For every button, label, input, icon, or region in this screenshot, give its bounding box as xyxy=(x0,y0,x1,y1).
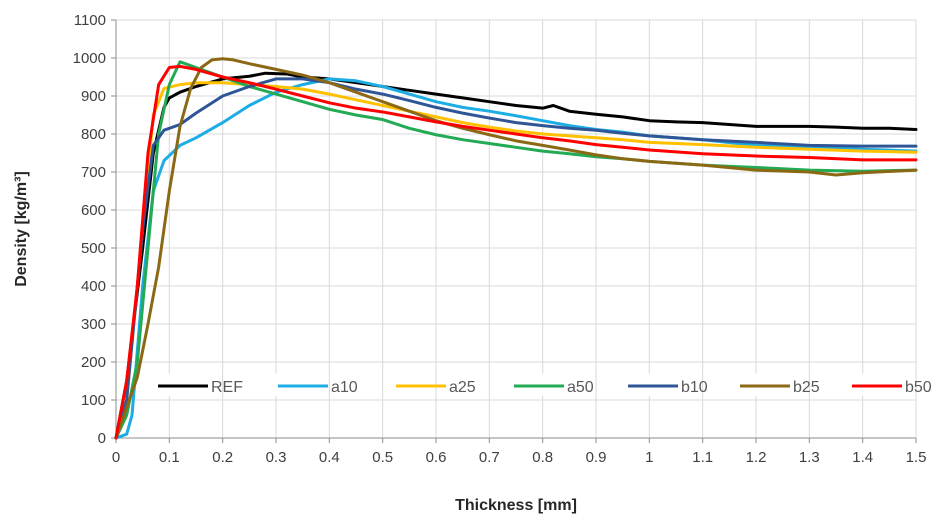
y-tick-label: 400 xyxy=(81,278,106,295)
legend-label-a10: a10 xyxy=(331,379,358,396)
y-tick-label: 600 xyxy=(81,202,106,219)
legend-label-a50: a50 xyxy=(567,379,594,396)
x-tick-label: 0.3 xyxy=(266,449,287,466)
x-tick-label: 0.5 xyxy=(372,449,393,466)
y-tick-label: 700 xyxy=(81,164,106,181)
x-tick-label: 0.9 xyxy=(586,449,607,466)
y-axis-title: Density [kg/m³] xyxy=(13,171,30,287)
x-axis-title: Thickness [mm] xyxy=(455,497,577,514)
y-tick-label: 300 xyxy=(81,316,106,333)
legend-label-b10: b10 xyxy=(681,379,708,396)
series-line-b25 xyxy=(114,57,918,440)
y-tick-label: 0 xyxy=(98,430,106,447)
x-tick-label: 1.4 xyxy=(852,449,873,466)
x-tick-label: 0.2 xyxy=(212,449,233,466)
series-line-b10 xyxy=(114,77,918,440)
series-line-ref xyxy=(114,71,918,440)
y-tick-label: 1100 xyxy=(74,12,106,29)
legend-label-b50: b50 xyxy=(905,379,932,396)
series-lines xyxy=(114,57,918,440)
x-tick-label: 1.2 xyxy=(746,449,767,466)
x-tick-label: 1.5 xyxy=(906,449,927,466)
x-tick-label: 1.1 xyxy=(692,449,713,466)
y-tick-label: 900 xyxy=(81,88,106,105)
x-tick-label: 0.6 xyxy=(426,449,447,466)
y-tick-label: 500 xyxy=(81,240,106,257)
x-tick-label: 1 xyxy=(645,449,653,466)
y-tick-label: 200 xyxy=(81,354,106,371)
legend-label-ref: REF xyxy=(211,379,243,396)
y-tick-label: 1000 xyxy=(73,50,106,67)
x-tick-label: 0 xyxy=(112,449,120,466)
x-tick-label: 0.1 xyxy=(159,449,180,466)
x-tick-label: 0.4 xyxy=(319,449,340,466)
x-tick-label: 0.7 xyxy=(479,449,500,466)
x-tick-label: 0.8 xyxy=(532,449,553,466)
y-tick-label: 100 xyxy=(81,392,106,409)
x-tick-label: 1.3 xyxy=(799,449,820,466)
legend-label-b25: b25 xyxy=(793,379,820,396)
legend-label-a25: a25 xyxy=(449,379,476,396)
axes: 0 0.1 0.2 0.3 0.4 0.5 0.6 0.7 0.8 0.9 1 1.1 1.2 1.3 1.… xyxy=(73,12,927,466)
legend: REF a10 a25 a50 b10 b25 b50 xyxy=(152,374,932,396)
series-line-b50 xyxy=(114,64,918,440)
y-tick-label: 800 xyxy=(81,126,106,143)
